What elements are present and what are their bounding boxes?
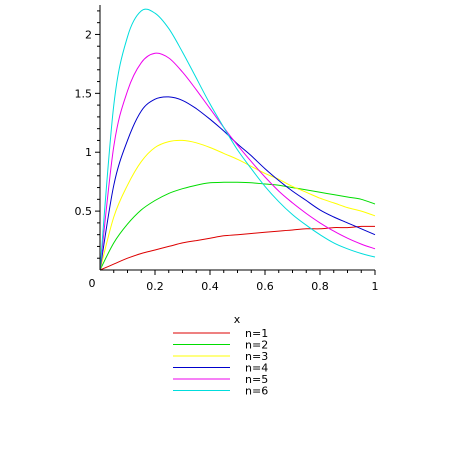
series-line-n-5 [99,52,376,271]
legend-label: n=6 [245,385,268,398]
y-ticks: 0.5 1 1.5 2 [75,10,100,259]
y-tick-label: 1 [85,146,92,159]
x-tick-label: 0.4 [201,280,219,293]
x-tick-label: 0.2 [146,280,164,293]
y-tick-label: 1.5 [75,87,93,100]
plot-curves [99,8,376,271]
legend-label: n=5 [245,373,268,386]
x-tick-label: 0.6 [256,280,274,293]
legend-label: n=1 [245,327,268,340]
legend-label: n=2 [245,339,268,352]
x-ticks: 0.2 0.4 0.6 0.8 1 [113,270,379,293]
x-tick-label: 0.8 [311,280,329,293]
legend-label: n=4 [245,362,268,375]
x-tick-label: 1 [372,280,379,293]
series-line-n-1 [99,225,376,271]
series-line-n-6 [99,8,376,271]
legend: n=1n=2n=3n=4n=5n=6 [173,327,268,398]
y-tick-label: 2 [85,28,92,41]
series-line-n-2 [99,181,376,271]
series-line-n-3 [99,139,376,271]
y-tick-label: 0.5 [75,205,93,218]
x-axis-title: x [234,313,241,326]
series-line-n-4 [99,96,376,271]
legend-label: n=3 [245,350,268,363]
origin-tick-label: 0 [89,277,96,290]
